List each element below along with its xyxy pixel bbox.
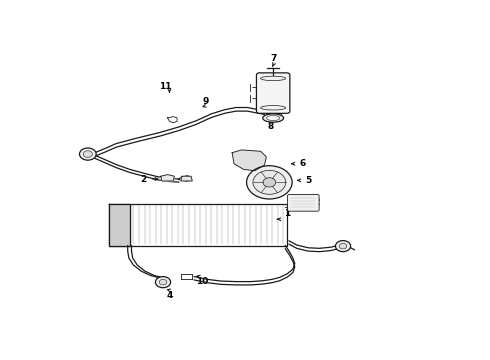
Polygon shape <box>232 150 267 171</box>
Polygon shape <box>161 175 174 181</box>
Circle shape <box>339 243 347 249</box>
Circle shape <box>263 178 276 187</box>
Text: 1: 1 <box>284 209 291 218</box>
Text: 2: 2 <box>140 175 146 184</box>
Circle shape <box>246 166 292 199</box>
Polygon shape <box>109 204 129 246</box>
Circle shape <box>253 170 286 194</box>
Circle shape <box>79 148 96 160</box>
FancyBboxPatch shape <box>256 73 290 113</box>
Text: 11: 11 <box>159 82 172 91</box>
Circle shape <box>159 279 167 285</box>
Text: 10: 10 <box>196 277 208 286</box>
Circle shape <box>83 151 93 157</box>
Ellipse shape <box>261 76 286 81</box>
Text: 7: 7 <box>270 54 277 63</box>
Text: 6: 6 <box>299 159 306 168</box>
Text: 12: 12 <box>308 198 320 207</box>
FancyBboxPatch shape <box>288 194 319 211</box>
Polygon shape <box>181 176 192 181</box>
Text: 4: 4 <box>166 291 172 300</box>
Text: 5: 5 <box>305 176 311 185</box>
Text: 3: 3 <box>183 175 190 184</box>
Text: 9: 9 <box>202 97 209 106</box>
Ellipse shape <box>267 116 280 121</box>
Text: 8: 8 <box>268 122 274 131</box>
Ellipse shape <box>263 114 284 122</box>
Ellipse shape <box>261 105 286 110</box>
Circle shape <box>336 240 351 252</box>
Circle shape <box>155 276 171 288</box>
